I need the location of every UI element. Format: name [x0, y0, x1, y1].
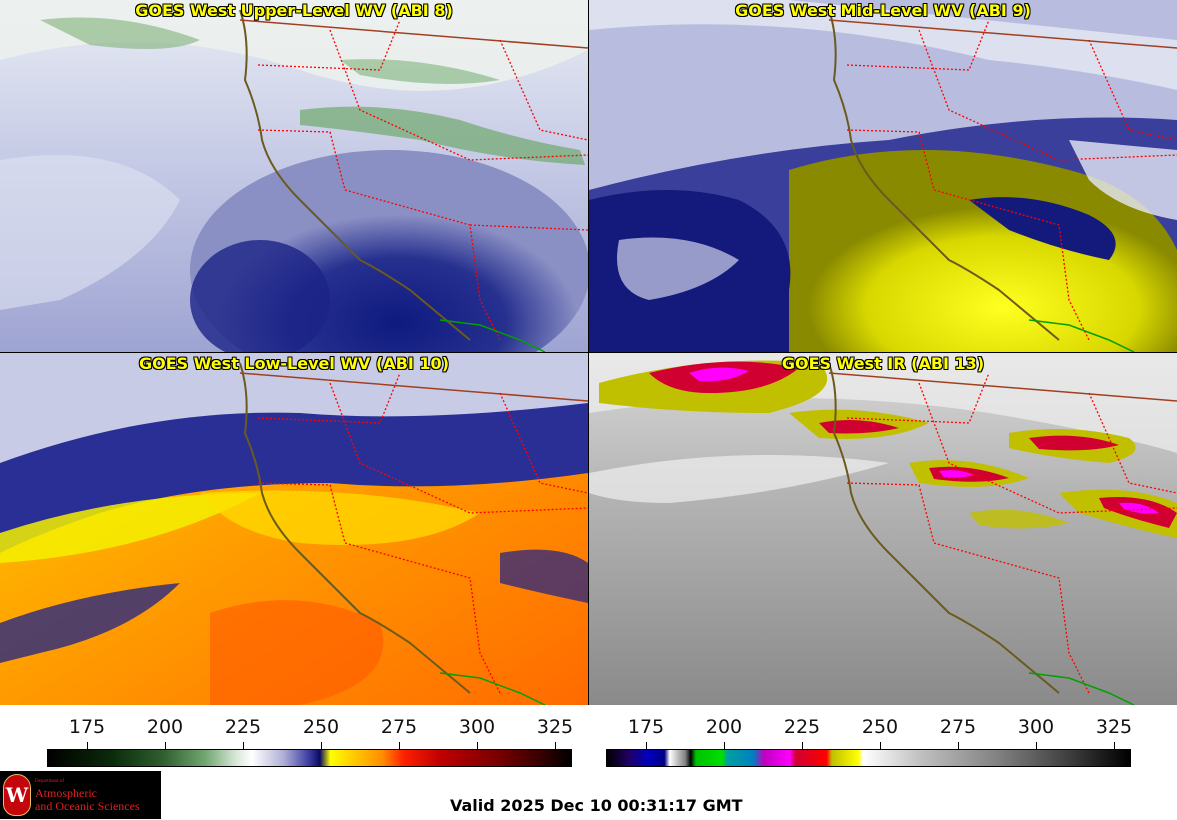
colorbar-left-tick-mark: [243, 742, 244, 749]
colorbar-right-tick-label: 300: [1017, 716, 1055, 738]
mid-level-wv-image: [589, 0, 1177, 352]
colorbar-left-tick-label: 175: [68, 716, 106, 738]
colorbar-right-tick-mark: [1114, 742, 1115, 749]
colorbar-left-tick-label: 325: [536, 716, 574, 738]
colorbar-left-tick-label: 275: [380, 716, 418, 738]
colorbar-right-tick-mark: [880, 742, 881, 749]
colorbar-right-tick-label: 325: [1095, 716, 1133, 738]
panel-title: GOES West Upper-Level WV (ABI 8): [135, 1, 453, 20]
uw-seal-icon: W: [3, 774, 31, 816]
low-level-wv-image: [0, 353, 588, 705]
panel-divider-horizontal: [0, 352, 1177, 353]
colorbar-right-tick-label: 275: [939, 716, 977, 738]
colorbar-left-tick-label: 300: [458, 716, 496, 738]
colorbar-right-tick-label: 200: [705, 716, 743, 738]
colorbar-left-tick-label: 200: [146, 716, 184, 738]
logo-line1-text: Atmospheric: [35, 786, 97, 800]
colorbar-right-tick-mark: [1036, 742, 1037, 749]
colorbar-right-tick-label: 175: [627, 716, 665, 738]
colorbar-left-tick-mark: [399, 742, 400, 749]
panel-title: GOES West Mid-Level WV (ABI 9): [735, 1, 1031, 20]
panel-low-level-wv: GOES West Low-Level WV (ABI 10): [0, 353, 588, 705]
logo-dept-text: Department of: [35, 779, 65, 784]
ir-image: [589, 353, 1177, 705]
colorbar-left-tick-mark: [477, 742, 478, 749]
panel-ir: GOES West IR (ABI 13): [589, 353, 1177, 705]
colorbar-right-tick-label: 225: [783, 716, 821, 738]
colorbar-left-tick-mark: [555, 742, 556, 749]
colorbar-right: [606, 749, 1131, 767]
valid-time-label: Valid 2025 Dec 10 00:31:17 GMT: [450, 796, 743, 815]
colorbar-left: [47, 749, 572, 767]
colorbar-left-tick-label: 250: [302, 716, 340, 738]
colorbar-left-tick-mark: [87, 742, 88, 749]
panel-mid-level-wv: GOES West Mid-Level WV (ABI 9): [589, 0, 1177, 352]
colorbar-right-tick-mark: [802, 742, 803, 749]
colorbar-left-tick-mark: [165, 742, 166, 749]
colorbar-left-tick-mark: [321, 742, 322, 749]
logo-line2-text: and Oceanic Sciences: [35, 799, 140, 813]
colorbar-right-tick-mark: [724, 742, 725, 749]
upper-level-wv-image: [0, 0, 588, 352]
panel-title: GOES West IR (ABI 13): [781, 354, 985, 373]
panel-upper-level-wv: GOES West Upper-Level WV (ABI 8): [0, 0, 588, 352]
colorbar-left-tick-label: 225: [224, 716, 262, 738]
colorbar-right-tick-mark: [958, 742, 959, 749]
colorbar-right-tick-label: 250: [861, 716, 899, 738]
colorbar-right-tick-mark: [646, 742, 647, 749]
panel-title: GOES West Low-Level WV (ABI 10): [138, 354, 449, 373]
aos-logo: W Department of Atmospheric and Oceanic …: [0, 771, 161, 819]
